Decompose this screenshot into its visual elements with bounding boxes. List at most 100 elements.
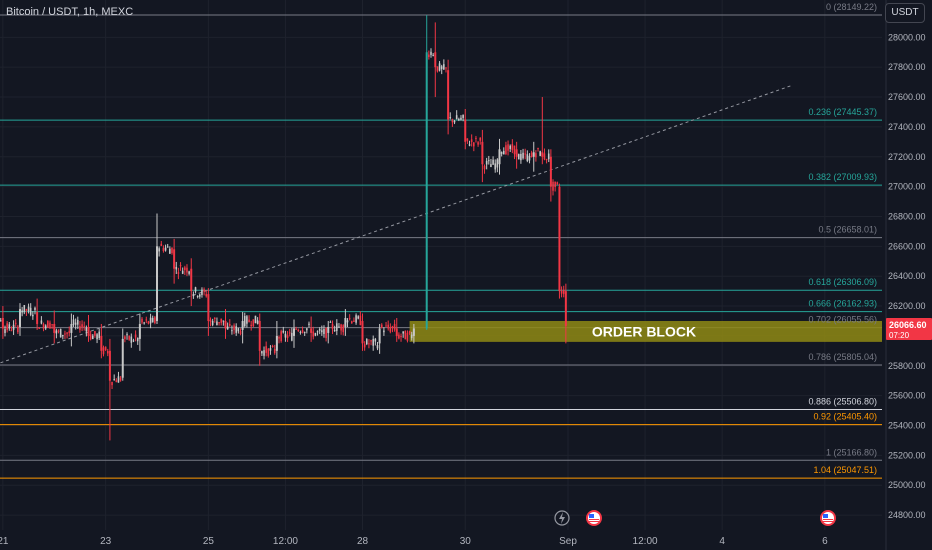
price-tick-label: 25600.00 <box>888 391 926 401</box>
candle <box>443 64 445 70</box>
candle <box>475 137 477 139</box>
candle <box>126 334 128 336</box>
candle <box>224 320 227 329</box>
candle-countdown: 07:20 <box>889 331 910 340</box>
candle <box>211 321 214 326</box>
candle <box>21 310 23 313</box>
us-flag-event-icon[interactable] <box>586 510 602 526</box>
candle <box>310 328 313 333</box>
price-axis[interactable]: 24800.00 25000.00 25200.00 25400.00 25600.00… <box>885 0 932 550</box>
candle <box>515 149 518 157</box>
candle <box>464 119 467 142</box>
time-tick-label: 23 <box>100 536 112 547</box>
candle <box>410 334 413 339</box>
candle <box>438 63 441 71</box>
candle <box>466 138 469 141</box>
candle <box>14 322 17 324</box>
order-block-zone <box>409 320 882 342</box>
candle <box>336 323 338 331</box>
fib-level-label: 0.382 (27009.93) <box>808 172 877 182</box>
candle <box>228 323 231 326</box>
candle <box>149 317 152 324</box>
candle <box>524 153 526 155</box>
candle <box>235 326 238 333</box>
candle <box>241 320 244 330</box>
candle <box>49 322 51 329</box>
candle <box>70 323 73 333</box>
candle <box>430 51 432 55</box>
candle <box>458 119 460 121</box>
candle <box>288 332 291 334</box>
candle <box>479 137 482 141</box>
candle <box>106 351 109 354</box>
candles-layer <box>0 15 567 441</box>
candle <box>254 315 257 324</box>
candle <box>25 309 28 311</box>
candle <box>154 317 156 323</box>
candle <box>256 320 259 324</box>
fib-level-label: 0.5 (26658.01) <box>818 225 877 235</box>
candle <box>327 326 330 333</box>
candle <box>447 70 450 120</box>
candle <box>181 270 184 274</box>
time-axis[interactable]: 21 23 25 12:00 28 30 Sep 12:00 4 6 <box>0 536 828 547</box>
candle <box>380 324 383 328</box>
candle <box>468 144 471 146</box>
candle <box>237 328 240 332</box>
candle <box>156 246 158 321</box>
candle <box>216 321 218 326</box>
candle <box>68 331 71 333</box>
lightning-event-icon[interactable] <box>554 510 570 526</box>
time-tick-label: 6 <box>822 536 828 547</box>
candle <box>395 328 398 336</box>
time-tick-label: 28 <box>357 536 369 547</box>
candle <box>29 307 32 315</box>
candle <box>38 327 41 329</box>
candle <box>537 148 539 150</box>
candle <box>81 324 83 327</box>
candle <box>338 326 340 328</box>
candle <box>496 159 499 168</box>
candle <box>243 315 246 327</box>
candle <box>231 330 233 332</box>
price-tick-label: 27200.00 <box>888 152 926 162</box>
candle <box>91 335 94 340</box>
candle <box>460 117 462 120</box>
candle <box>477 142 479 145</box>
trendline <box>0 84 793 364</box>
price-tick-label: 25200.00 <box>888 450 926 460</box>
event-icons <box>554 510 836 526</box>
candle <box>62 334 64 337</box>
price-tick-label: 27800.00 <box>888 62 926 72</box>
candle <box>233 325 235 331</box>
candle <box>74 322 77 325</box>
candle <box>55 330 58 334</box>
candle <box>162 247 165 252</box>
candle <box>79 326 81 330</box>
candle <box>141 318 143 323</box>
candle <box>517 154 520 160</box>
candle <box>207 294 210 321</box>
candle <box>134 334 137 338</box>
candle <box>357 316 360 319</box>
us-flag-event-icon-2[interactable] <box>820 510 836 526</box>
candle <box>507 144 509 151</box>
candle <box>355 315 357 323</box>
candle <box>505 145 507 155</box>
candle <box>252 319 255 327</box>
time-tick-label: 4 <box>719 536 725 547</box>
candle <box>130 336 133 343</box>
candle <box>59 328 62 338</box>
candle <box>94 331 96 336</box>
candle <box>40 320 43 324</box>
time-tick-label: 25 <box>203 536 215 547</box>
fib-level-label: 0.92 (25405.40) <box>813 412 877 422</box>
price-tick-label: 25000.00 <box>888 480 926 490</box>
candle <box>145 319 148 321</box>
candle <box>541 152 544 157</box>
candle <box>115 380 118 383</box>
current-price-value: 26066.60 <box>889 320 927 330</box>
candle <box>543 153 546 160</box>
currency-button[interactable]: USDT <box>885 3 925 23</box>
